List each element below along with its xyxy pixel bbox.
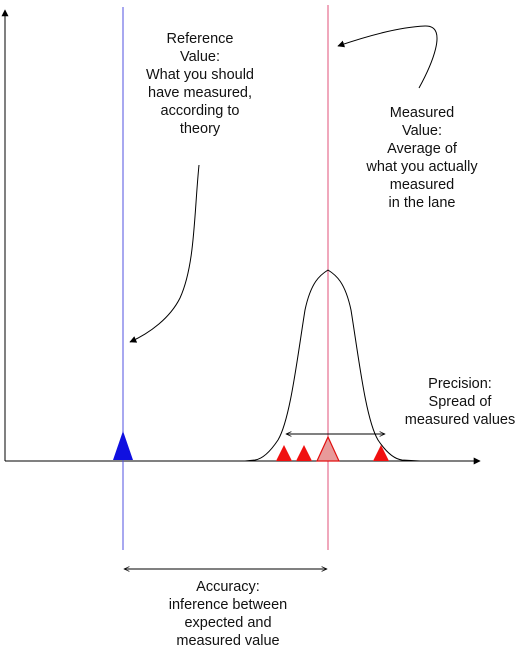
reference-value-label: Reference Value: What you should have me… [145,31,254,137]
accuracy-label: Accuracy: inference between expected and… [168,579,288,649]
measured-value-label: Measured Value: Average of what you actu… [366,105,478,211]
measurement-marker [276,445,292,461]
reference-marker [113,431,133,460]
measurement-marker [373,445,389,461]
reference-pointer-arrow [129,164,200,343]
measured-pointer-arrow [337,25,438,89]
mean-measurement-marker [316,435,340,462]
distribution-curve [244,269,421,462]
precision-label: Precision: Spread of measured values [404,376,516,428]
measurement-marker [296,445,312,461]
